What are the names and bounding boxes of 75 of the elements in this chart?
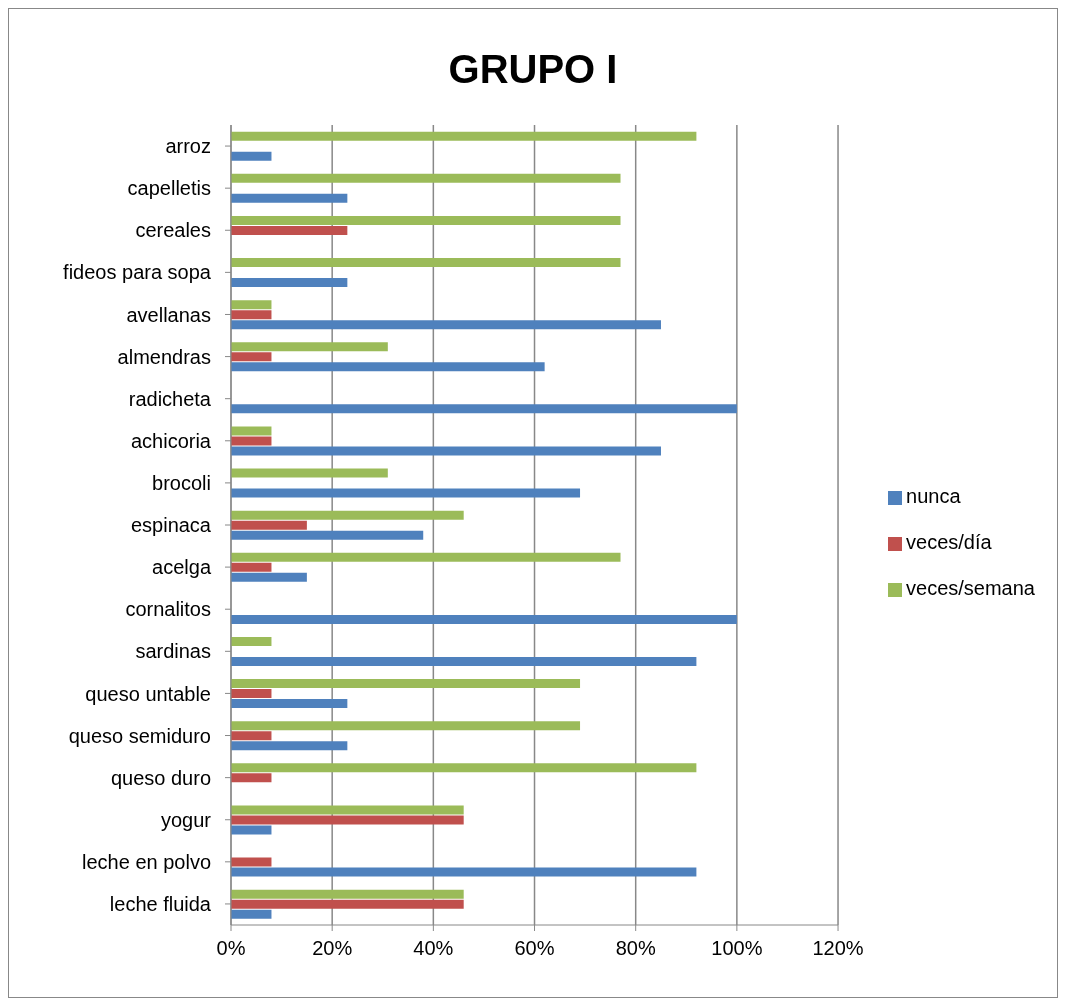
bar [231,773,272,783]
bar [231,552,621,562]
x-tick-label: 100% [711,937,763,960]
bar [231,173,621,183]
bar [231,278,348,288]
y-tick-label: avellanas [126,303,211,326]
y-tick-label: cornalitos [125,598,211,621]
bar [231,857,272,867]
bar [231,193,348,203]
x-tick-label: 60% [514,937,555,960]
bar [231,699,348,709]
bar [231,151,272,161]
bar [231,614,737,624]
bar [231,689,272,699]
bar [231,300,272,310]
bar [231,763,697,773]
y-tick-label: arroz [165,135,211,158]
y-tick-label: leche fluida [109,893,212,916]
bar [231,362,545,372]
bar [231,572,307,582]
bar [231,721,581,731]
x-tick-label: 80% [615,937,656,960]
y-tick-label: cereales [135,219,211,242]
y-tick-label: queso untable [85,682,211,705]
y-tick-label: sardinas [135,640,211,663]
y-tick-label: queso duro [110,766,211,789]
bar [231,637,272,646]
legend-label: veces/semana [906,577,1035,599]
x-tick-label: 0% [216,937,246,960]
bar [231,468,388,478]
bar [231,310,272,320]
x-tick-label: 120% [812,937,864,960]
bar [231,215,621,225]
y-tick-label: leche en polvo [82,850,211,873]
bar [231,899,464,909]
bar [231,562,272,572]
y-tick-label: acelga [152,556,212,579]
x-tick-label: 20% [312,937,353,960]
bar [231,342,388,352]
bar [231,520,307,530]
y-tick-label: capelletis [127,177,211,200]
bar [231,679,581,689]
y-tick-label: almendras [117,345,211,368]
bar [231,131,697,141]
bar [231,657,697,666]
bar [231,909,272,919]
legend-label: nunca [906,485,961,507]
bar [231,225,348,235]
y-tick-label: espinaca [130,514,212,537]
bar [231,446,661,456]
y-tick-label: queso semiduro [68,724,211,747]
bar [231,426,272,436]
y-tick-label: fideos para sopa [63,261,212,284]
bar [231,741,348,751]
y-tick-label: yogur [160,808,212,831]
bar [231,488,581,498]
bar [231,530,424,540]
bar [231,320,661,330]
bar [231,731,272,741]
legend-label: veces/día [906,531,992,553]
x-tick-label: 40% [413,937,454,960]
bar [231,510,464,520]
bar [231,404,737,414]
bar [231,889,464,899]
bar [231,825,272,835]
y-tick-label: achicoria [130,429,212,452]
y-tick-label: radicheta [128,387,212,410]
bar [231,867,697,877]
bar [231,815,464,825]
bar [231,258,621,268]
chart-title: GRUPO I [447,46,619,91]
bar [231,352,272,362]
bar [231,805,464,815]
bar [231,436,272,446]
y-tick-label: brocoli [152,471,211,494]
